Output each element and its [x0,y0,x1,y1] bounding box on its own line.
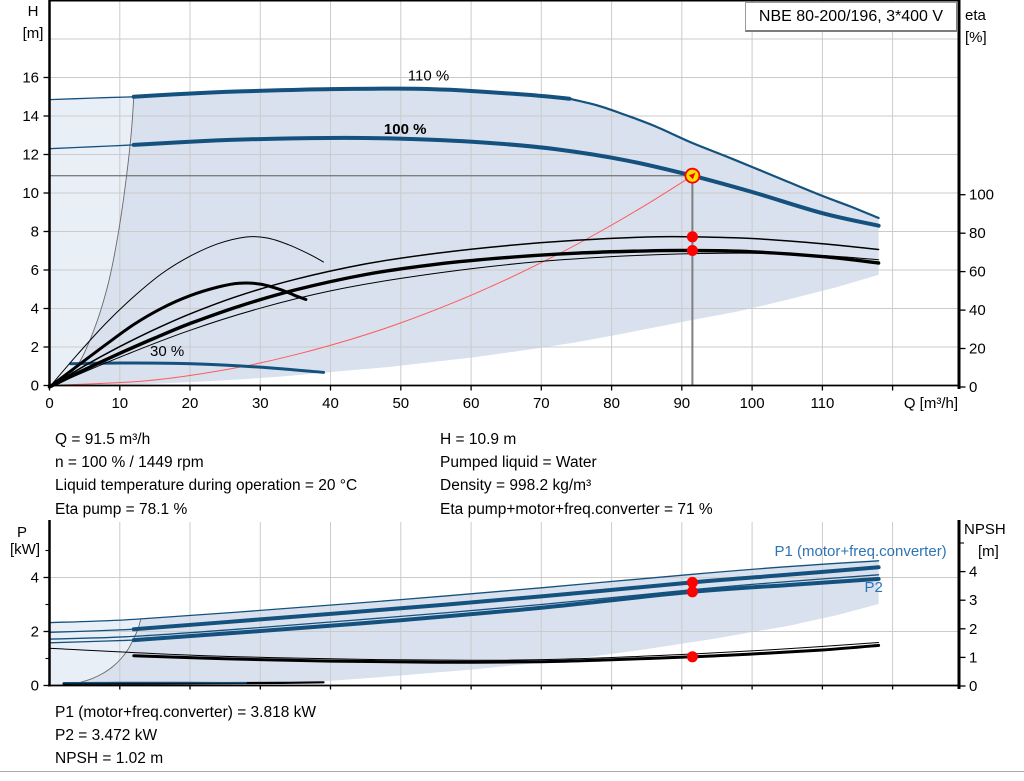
info-line: Eta pump = 78.1 % [55,500,188,518]
eta-axis-unit: [%] [965,29,987,46]
duty-info-left-column: Q = 91.5 m³/h n = 100 % / 1449 rpm Liquid … [55,428,357,521]
h-axis-tick-label: 6 [31,262,39,279]
q-axis-title: Q [m³/h] [904,395,958,412]
speed-curve-label: 110 % [408,67,449,84]
info-line: Density = 998.2 kg/m³ [440,477,592,495]
q-axis-tick-label: 30 [252,395,269,412]
q-axis-tick-label: 40 [322,395,339,412]
q-axis-tick-label: 80 [603,395,620,412]
npsh-axis-tick-label: 0 [969,678,977,695]
p-axis-unit: [kW] [10,541,40,558]
p-axis-title: P [17,524,27,541]
speed-curve-100 [131,135,881,228]
speed-curve-label: 100 % [384,121,427,138]
info-line: n = 100 % / 1449 rpm [55,454,204,472]
eta-axis-tick-label: 60 [969,264,986,281]
h-axis-tick-label: 14 [22,108,39,125]
npsh-axis-tick-label: 2 [969,621,977,638]
power-curve-label: P2 [865,579,883,596]
p2-100-ext [48,639,135,644]
h-axis-title: H [28,3,39,20]
speed-curve-100-ext [48,144,135,150]
info-line: NPSH = 1.02 m [55,750,164,768]
q-axis-tick-label: 10 [111,395,128,412]
duty-info-right-column: H = 10.9 m Pumped liquid = Water Density =… [440,428,713,521]
power-low-flow-lighter-area [49,618,141,686]
eta-axis-tick-label: 40 [969,302,986,319]
power-curve-label: P1 (motor+freq.converter) [775,543,947,560]
p1-110-curve [48,560,880,624]
speed-curve-label: 30 % [150,343,184,360]
eta-pump-100-curve [48,235,880,388]
p2-100-curve [131,576,881,643]
q-axis-tick-label: 60 [463,395,480,412]
low-flow-lighter-area [49,96,134,386]
npsh-axis-unit: [m] [978,543,999,560]
q-axis-tick-label: 0 [45,395,53,412]
p-axis-tick-label: 4 [31,570,39,587]
q-axis-tick-label: 70 [533,395,550,412]
eta-axis-tick-label: 20 [969,341,986,358]
info-line: Q = 91.5 m³/h [55,431,151,448]
system-curve [49,175,693,386]
eta-axis-tick-label: 100 [969,187,994,204]
h-axis-tick-label: 0 [31,378,39,395]
eta-pump-30-curve [49,236,324,388]
result-info-block: P1 (motor+freq.converter) = 3.818 kW P2 =… [55,701,316,771]
npsh-axis-tick-label: 3 [969,592,977,609]
q-axis-tick-label: 50 [392,395,409,412]
h-axis-tick-label: 12 [22,147,39,164]
p1-100-ext [48,628,135,633]
duty-point-arrow-icon [688,172,696,180]
eta-pump-duty-dot [686,231,698,243]
eta-axis-title: eta [965,7,987,24]
p2-110-curve [48,574,880,640]
info-line: P2 = 3.472 kW [55,727,158,745]
npsh-duty-dot [686,651,698,663]
p2-duty-dot [686,586,698,598]
hq-chart: 0 2 4 6 8 10 12 14 16 0 20 40 60 80 100 0 10 20 30 40 50 60 70… [22,0,994,412]
info-line: Liquid temperature during operation = 20… [55,477,358,495]
pump-title: NBE 80-200/196, 3*400 V [758,7,944,25]
info-line: P1 (motor+freq.converter) = 3.818 kW [55,704,317,721]
info-line: Pumped liquid = Water [440,454,597,472]
npsh-100-curve [132,643,881,664]
speed-curve-110-ext [48,96,135,101]
q-axis-tick-label: 20 [182,395,199,412]
info-line: H = 10.9 m [440,431,517,448]
info-line: Eta pump+motor+freq.converter = 71 % [440,500,713,518]
bottom-divider [0,771,1024,772]
eta-total-100-curve [47,248,881,389]
npsh-axis-tick-label: 4 [969,564,977,581]
eta-total-duty-dot [686,245,698,256]
p1-duty-dot [686,576,698,588]
h-axis-tick-label: 8 [31,224,39,241]
npsh-axis-title: NPSH [964,521,1006,538]
npsh-axis-tick-label: 1 [969,649,977,666]
eta-total-30-curve [48,281,308,389]
eta-total-110-curve [49,252,880,388]
h-axis-tick-label: 10 [22,185,39,202]
q-axis-tick-label: 90 [673,395,690,412]
h-axis-tick-label: 2 [31,339,39,356]
npsh-110-curve [49,642,880,661]
h-axis-tick-label: 4 [31,301,39,318]
speed-curve-30 [69,361,325,374]
p-axis-tick-label: 2 [31,624,39,641]
p-axis-tick-label: 0 [31,678,39,695]
q-axis-tick-label: 110 [810,395,834,412]
q-axis-tick-label: 100 [740,395,765,412]
speed-curve-110 [131,86,572,101]
pump-title-box: NBE 80-200/196, 3*400 V [745,2,958,32]
h-axis-unit: [m] [23,25,44,42]
power-npsh-chart: 0 2 4 0 1 2 3 4 P[kW] NPSH [m] P1 (motor+freq.conve… [10,520,1006,695]
operating-envelope-area [49,88,879,386]
eta-axis-tick-label: 0 [969,379,977,396]
eta-axis-tick-label: 80 [969,225,986,242]
p1-100-curve [131,565,881,632]
envelope-top-decline [568,97,880,220]
h-axis-tick-label: 16 [22,70,39,87]
